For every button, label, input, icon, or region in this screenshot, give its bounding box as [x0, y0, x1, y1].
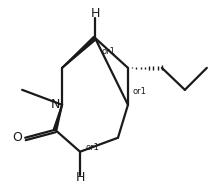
Text: H: H [90, 7, 100, 20]
Text: or1: or1 [85, 143, 99, 152]
Polygon shape [53, 105, 62, 130]
Text: or1: or1 [133, 87, 147, 96]
Polygon shape [62, 36, 96, 68]
Text: or1: or1 [101, 47, 115, 56]
Text: H: H [75, 171, 85, 184]
Text: N: N [50, 98, 60, 111]
Text: O: O [12, 131, 22, 144]
